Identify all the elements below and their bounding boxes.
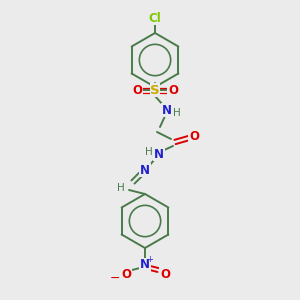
Text: Cl: Cl xyxy=(148,11,161,25)
Text: O: O xyxy=(168,83,178,97)
Text: +: + xyxy=(147,256,153,265)
Text: N: N xyxy=(140,259,150,272)
Text: H: H xyxy=(117,183,125,193)
Text: O: O xyxy=(189,130,199,142)
Text: H: H xyxy=(145,147,153,157)
Text: −: − xyxy=(110,272,120,284)
Text: N: N xyxy=(162,103,172,116)
Text: N: N xyxy=(154,148,164,160)
Text: H: H xyxy=(173,108,181,118)
Text: N: N xyxy=(140,164,150,176)
Text: S: S xyxy=(150,83,160,97)
Text: O: O xyxy=(160,268,170,281)
Text: O: O xyxy=(132,83,142,97)
Text: O: O xyxy=(121,268,131,281)
